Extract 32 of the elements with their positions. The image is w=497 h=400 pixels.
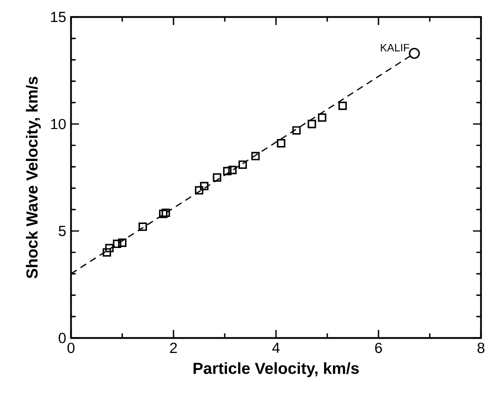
point [276,139,286,148]
point [138,222,147,231]
point [251,152,260,160]
x-tick-label: 2 [170,342,177,353]
point [200,182,208,190]
point [194,186,204,195]
x-tick-label: 4 [272,342,280,353]
point [308,120,316,128]
point [112,240,122,248]
point [162,208,170,218]
point [408,48,420,59]
x-tick-label: 8 [478,342,484,354]
x-axis-title: Particle Velocity, km/s [194,362,359,378]
point [238,160,247,169]
y-tick-label: 0 [58,332,66,344]
point [318,113,326,122]
x-tick-label: 6 [375,342,382,354]
y-tick-label: 5 [58,226,66,236]
point [159,210,168,218]
y-axis-title: Shock Wave Velocity, km/s [26,76,41,278]
point [118,238,126,247]
point [338,102,347,110]
point [223,166,232,176]
point [212,173,222,182]
y-tick-label: 10 [51,118,66,130]
point [105,244,114,252]
x-tick-label: 0 [67,342,74,354]
point [292,126,301,135]
annotation: KALIF [380,44,410,52]
point [102,248,112,257]
y-tick-label: 15 [51,12,66,22]
point [228,166,237,174]
